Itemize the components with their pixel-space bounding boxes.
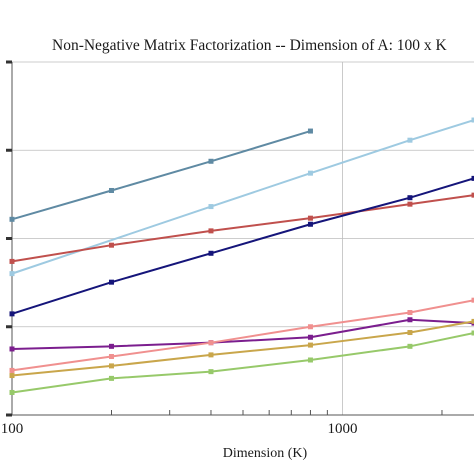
- data-point: [108, 279, 114, 285]
- data-point: [407, 330, 413, 336]
- data-point: [9, 389, 15, 395]
- series-line: [11, 177, 474, 315]
- series-6: [9, 297, 474, 373]
- data-point: [307, 215, 313, 221]
- data-point: [407, 317, 413, 323]
- data-point: [307, 128, 313, 134]
- data-point: [471, 330, 474, 336]
- data-point: [407, 195, 413, 201]
- series-7: [9, 318, 474, 379]
- series-line: [11, 299, 474, 372]
- data-point: [108, 343, 114, 349]
- data-point: [208, 204, 214, 210]
- data-point: [108, 242, 114, 248]
- data-point: [9, 373, 15, 379]
- data-point: [208, 340, 214, 346]
- data-point: [208, 158, 214, 164]
- x-tick-label: 1000: [327, 421, 357, 437]
- series-8: [9, 330, 474, 395]
- data-point: [208, 250, 214, 256]
- data-point: [307, 324, 313, 330]
- data-point: [471, 175, 474, 181]
- chart-title: Non-Negative Matrix Factorization -- Dim…: [52, 37, 448, 54]
- series-2: [9, 117, 474, 277]
- data-point: [471, 318, 474, 324]
- series-line: [11, 332, 474, 394]
- series-line: [11, 194, 474, 263]
- series-1: [9, 128, 313, 222]
- series-line: [11, 318, 474, 350]
- data-point: [407, 137, 413, 143]
- data-point: [471, 192, 474, 198]
- data-point: [407, 343, 413, 349]
- data-point: [307, 342, 313, 348]
- data-point: [208, 352, 214, 358]
- data-point: [307, 221, 313, 227]
- series-4: [9, 175, 474, 317]
- data-point: [108, 187, 114, 193]
- series-line: [11, 130, 311, 221]
- data-point: [9, 346, 15, 352]
- data-point: [208, 228, 214, 234]
- ticks-layer: 100 1000: [1, 60, 443, 437]
- data-point: [9, 216, 15, 222]
- x-tick-label: 100: [1, 421, 24, 437]
- series-layer: [9, 117, 474, 395]
- data-point: [307, 334, 313, 340]
- x-axis-label: Dimension (K): [223, 446, 308, 461]
- series-line: [11, 320, 474, 377]
- data-point: [9, 367, 15, 373]
- data-point: [9, 271, 15, 277]
- data-point: [9, 311, 15, 317]
- data-point: [407, 310, 413, 316]
- series-3: [9, 192, 474, 264]
- data-point: [108, 375, 114, 381]
- data-point: [108, 363, 114, 369]
- data-point: [307, 170, 313, 176]
- data-point: [471, 117, 474, 123]
- data-point: [208, 369, 214, 375]
- data-point: [307, 357, 313, 363]
- data-point: [9, 258, 15, 264]
- data-point: [108, 354, 114, 360]
- data-point: [471, 297, 474, 303]
- data-point: [407, 201, 413, 207]
